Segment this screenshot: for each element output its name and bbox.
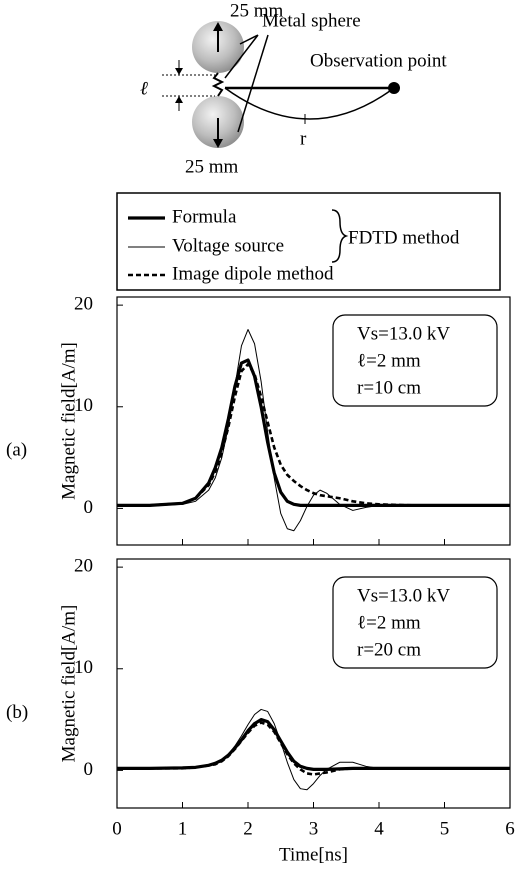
legend-label: Image dipole method [172, 263, 334, 284]
panel-label: (a) [6, 439, 27, 460]
distance-label: r [300, 128, 307, 149]
x-tick-label: 1 [178, 818, 188, 839]
gap-wire [211, 72, 225, 97]
annotation-box [332, 314, 498, 407]
x-tick-label: 2 [243, 818, 253, 839]
series-line [117, 358, 510, 507]
series-line [117, 717, 510, 771]
arrow-head [213, 139, 223, 148]
y-tick-label: 20 [74, 555, 93, 576]
x-tick-label: 4 [374, 818, 384, 839]
series-line [117, 721, 510, 776]
diagram: 25 mm 25 mm Metal sphere Observation poi… [140, 0, 447, 177]
series-line [117, 708, 510, 791]
observation-label: Observation point [310, 50, 447, 71]
size-label: 25 mm [185, 156, 239, 177]
size-label: 25 mm [230, 0, 284, 21]
sphere-label: Metal sphere [262, 10, 361, 31]
distance-arc [224, 87, 395, 120]
annotation-box [332, 576, 498, 669]
pointer [224, 34, 259, 79]
annotation: r=20 cm [357, 639, 421, 660]
x-tick-label: 6 [505, 818, 515, 839]
panel-label: (b) [6, 702, 28, 723]
y-tick-label: 20 [74, 293, 93, 314]
y-axis-label: Magnetic field[A/m] [58, 605, 79, 763]
y-tick-label: 0 [84, 759, 94, 780]
annotation: r=10 cm [357, 377, 421, 398]
series-line [117, 329, 510, 532]
annotation: ℓ=2 mm [357, 350, 421, 371]
x-tick-label: 3 [309, 818, 319, 839]
legend-label: Formula [172, 206, 237, 227]
x-tick-label: 0 [112, 818, 122, 839]
gap-label: ℓ [140, 78, 148, 99]
legend-label: Voltage source [172, 235, 284, 256]
x-tick-label: 5 [440, 818, 450, 839]
y-tick-label: 10 [74, 657, 93, 678]
pointer [237, 34, 269, 133]
annotation: Vs=13.0 kV [357, 585, 450, 606]
brace [331, 209, 349, 263]
legend-box [116, 192, 501, 291]
legend-group-label: FDTD method [348, 227, 460, 248]
arrow-head [213, 22, 223, 31]
series-line [117, 362, 510, 507]
annotation: ℓ=2 mm [357, 612, 421, 633]
x-axis-label: Time[ns] [279, 844, 348, 865]
y-tick-label: 10 [74, 395, 93, 416]
annotation: Vs=13.0 kV [357, 323, 450, 344]
y-tick-label: 0 [84, 497, 94, 518]
arrow-head [175, 68, 183, 103]
y-axis-label: Magnetic field[A/m] [58, 342, 79, 500]
legend: FDTD method [116, 192, 501, 291]
